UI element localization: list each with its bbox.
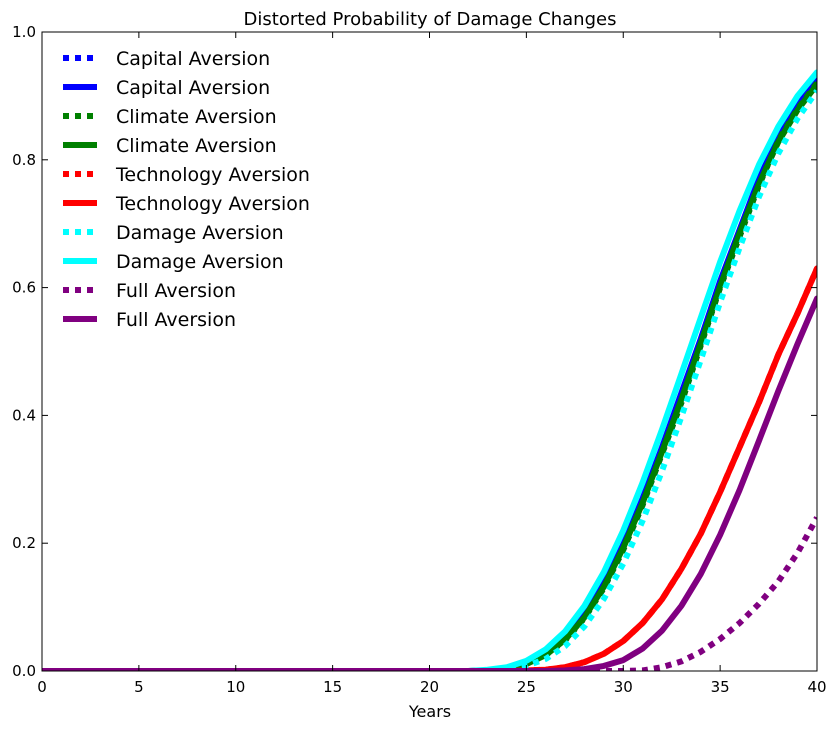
legend-label: Damage Aversion [116, 222, 284, 244]
y-tick-label: 0.4 [12, 406, 36, 424]
y-tick-label: 0.6 [12, 279, 36, 297]
x-tick-label: 0 [37, 678, 47, 696]
legend: Capital Aversion Capital Aversion Climate … [63, 48, 310, 331]
legend-label: Technology Aversion [115, 164, 310, 186]
y-tick-label: 1.0 [12, 23, 36, 41]
x-axis-label: Years [408, 702, 451, 721]
x-tick-label: 25 [517, 678, 536, 696]
x-axis: 0 5 10 15 20 25 30 35 40 [37, 32, 827, 696]
x-tick-label: 35 [711, 678, 730, 696]
x-tick-label: 40 [807, 678, 826, 696]
legend-label: Capital Aversion [116, 77, 270, 99]
legend-label: Climate Aversion [116, 106, 277, 128]
series-line-technology-aversion-solid [42, 265, 817, 671]
x-tick-label: 20 [420, 678, 439, 696]
x-tick-label: 10 [226, 678, 245, 696]
y-tick-label: 0.2 [12, 534, 36, 552]
legend-label: Full Aversion [116, 280, 236, 302]
x-tick-label: 15 [323, 678, 342, 696]
legend-label: Capital Aversion [116, 48, 270, 70]
legend-label: Damage Aversion [116, 251, 284, 273]
series-line-climate-aversion-solid [42, 81, 817, 671]
series-line-damage-aversion-solid [42, 69, 817, 671]
y-axis: 0.0 0.2 0.4 0.6 0.8 1.0 [12, 23, 817, 680]
x-tick-label: 5 [134, 678, 144, 696]
series-line-full-aversion-solid [42, 295, 817, 671]
legend-label: Technology Aversion [115, 193, 310, 215]
chart-title: Distorted Probability of Damage Changes [244, 9, 617, 30]
x-tick-label: 30 [614, 678, 633, 696]
series-line-damage-aversion-dotted [42, 89, 817, 671]
y-tick-label: 0.0 [12, 662, 36, 680]
series-layer [42, 69, 817, 671]
legend-label: Climate Aversion [116, 135, 277, 157]
legend-label: Full Aversion [116, 309, 236, 331]
y-tick-label: 0.8 [12, 151, 36, 169]
